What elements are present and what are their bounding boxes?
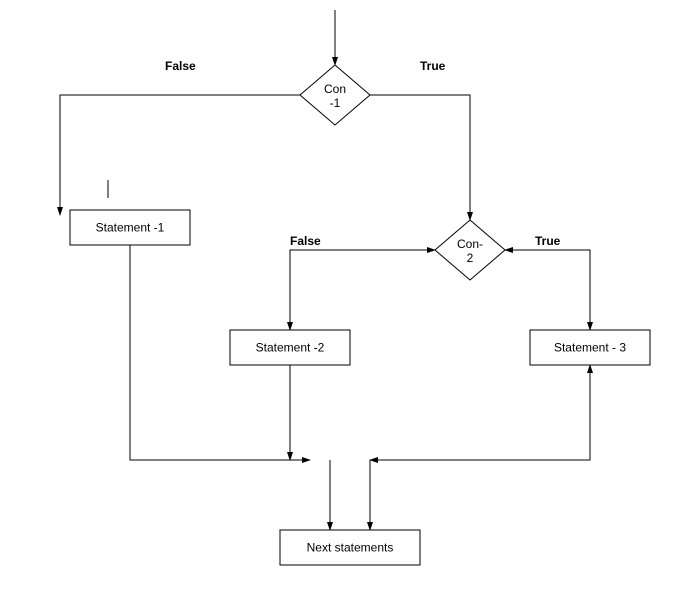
node-con2-line2: 2: [467, 251, 474, 265]
edge-con1-true: [370, 95, 470, 220]
label-true1: True: [420, 59, 446, 73]
node-stmt1-label: Statement -1: [96, 221, 165, 235]
node-stmt3: Statement - 3: [530, 330, 650, 365]
edge-con2-false: [290, 250, 435, 330]
label-false2: False: [290, 234, 321, 248]
edge-con1-false: [60, 95, 300, 215]
node-con1-line2: -1: [330, 96, 341, 110]
node-stmt3-label: Statement - 3: [554, 341, 626, 355]
label-false1: False: [165, 59, 196, 73]
node-con1-line1: Con: [324, 82, 346, 96]
label-true2: True: [535, 234, 561, 248]
node-con2: Con-2: [435, 220, 505, 280]
node-stmt2: Statement -2: [230, 330, 350, 365]
node-next-label: Next statements: [307, 541, 394, 555]
node-stmt2-label: Statement -2: [256, 341, 325, 355]
node-con2-line1: Con-: [457, 237, 483, 251]
node-next: Next statements: [280, 530, 420, 565]
node-con1: Con-1: [300, 65, 370, 125]
edge-stmt3-down: [370, 365, 590, 460]
edge-con2-true: [505, 250, 590, 330]
node-stmt1: Statement -1: [70, 210, 190, 245]
